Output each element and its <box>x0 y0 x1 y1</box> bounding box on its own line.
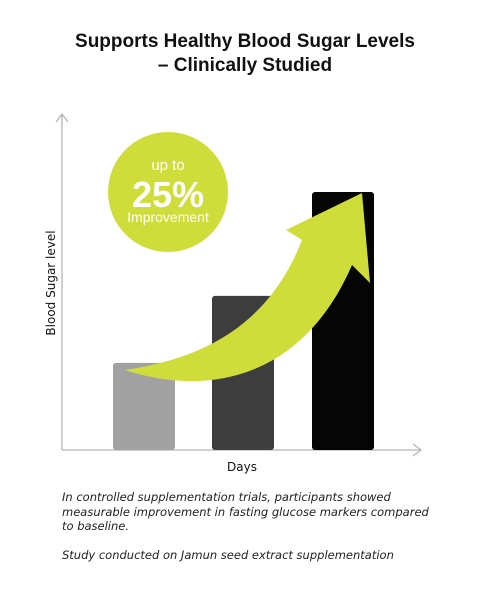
growth-arrow-icon <box>125 193 370 382</box>
chart-title-line-1: Supports Healthy Blood Sugar Levels <box>75 31 415 52</box>
study-source-note: Study conducted on Jamun seed extract su… <box>62 548 394 562</box>
y-axis-arrowhead <box>55 112 69 123</box>
x-axis-label: Days <box>227 460 257 474</box>
chart-title-line-2: – Clinically Studied <box>157 55 333 76</box>
badge-circle <box>108 132 228 252</box>
chart-title: Supports Healthy Blood Sugar Levels – Cl… <box>0 30 490 78</box>
x-axis-arrowhead <box>412 443 423 457</box>
bar-1 <box>113 362 175 450</box>
improvement-badge: up to 25% Improvement <box>108 132 228 252</box>
study-description: In controlled supplementation trials, pa… <box>62 490 429 533</box>
badge-line-1: up to <box>151 157 184 174</box>
badge-percentage: 25% <box>132 174 204 215</box>
y-axis-label: Blood Sugar level <box>44 230 58 335</box>
badge-line-3: Improvement <box>127 209 209 225</box>
